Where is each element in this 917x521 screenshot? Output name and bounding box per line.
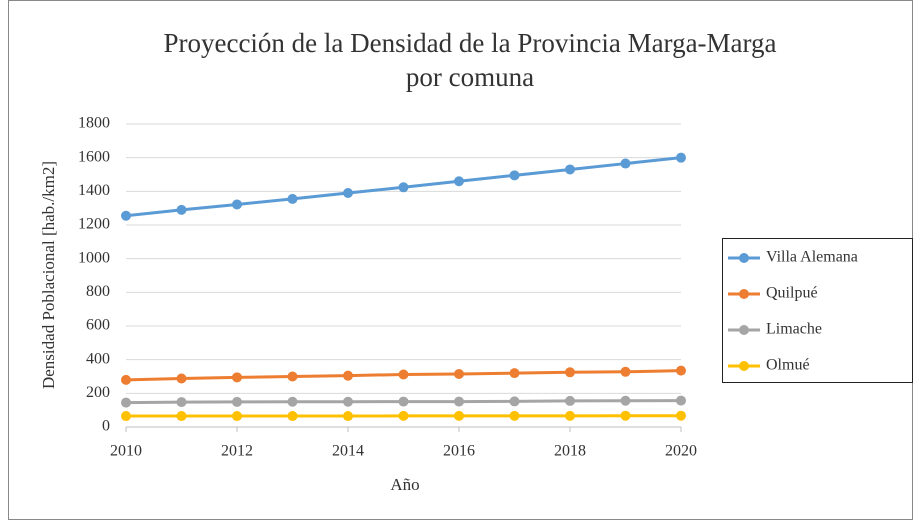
y-tick-label: 0 xyxy=(102,418,110,435)
data-point xyxy=(509,396,520,407)
data-point xyxy=(343,188,353,199)
data-point xyxy=(287,396,298,407)
data-point xyxy=(620,410,631,421)
data-point xyxy=(121,411,131,422)
y-tick-label: 200 xyxy=(86,384,110,401)
legend-marker xyxy=(739,325,749,335)
data-point xyxy=(232,372,242,383)
data-point xyxy=(287,193,298,204)
legend-marker xyxy=(739,289,749,299)
y-tick-label: 400 xyxy=(86,350,110,367)
chart-title: por comuna xyxy=(406,62,534,92)
x-tick-label: 2016 xyxy=(443,443,475,460)
data-point xyxy=(232,411,242,422)
y-tick-label: 800 xyxy=(86,283,110,300)
data-point xyxy=(509,170,520,181)
data-point xyxy=(454,396,464,407)
data-point xyxy=(565,410,575,421)
data-point xyxy=(232,396,242,407)
data-point xyxy=(620,158,631,169)
data-point xyxy=(121,374,131,385)
data-point xyxy=(454,410,464,421)
data-point xyxy=(287,411,298,422)
data-point xyxy=(398,182,409,193)
x-tick-label: 2018 xyxy=(554,443,586,460)
data-point xyxy=(176,411,187,422)
legend-marker xyxy=(739,361,749,371)
y-tick-label: 1000 xyxy=(78,249,110,266)
data-point xyxy=(620,395,631,406)
data-point xyxy=(398,369,409,380)
x-axis-label: Año xyxy=(390,475,419,494)
chart-title: Proyección de la Densidad de la Provinci… xyxy=(163,28,776,58)
x-tick-label: 2014 xyxy=(332,443,364,460)
data-point xyxy=(398,396,409,407)
data-point xyxy=(343,411,353,422)
y-tick-label: 1800 xyxy=(78,115,110,132)
legend-label: Olmué xyxy=(766,357,810,374)
x-tick-label: 2012 xyxy=(221,443,253,460)
data-point xyxy=(398,410,409,421)
y-tick-label: 600 xyxy=(86,317,110,334)
data-point xyxy=(454,368,464,379)
data-point xyxy=(176,373,187,384)
legend-marker xyxy=(739,253,749,263)
data-point xyxy=(287,371,298,382)
x-tick-label: 2010 xyxy=(110,443,142,460)
data-point xyxy=(343,396,353,407)
y-tick-label: 1200 xyxy=(78,216,110,233)
data-point xyxy=(509,368,520,379)
y-tick-label: 1400 xyxy=(78,182,110,199)
data-point xyxy=(676,365,686,376)
data-point xyxy=(176,204,187,215)
data-point xyxy=(176,397,187,408)
legend-label: Quilpué xyxy=(766,285,818,302)
data-point xyxy=(676,152,686,163)
data-point xyxy=(565,164,575,175)
data-point xyxy=(509,410,520,421)
data-point xyxy=(565,395,575,406)
data-point xyxy=(676,410,686,421)
data-point xyxy=(121,210,131,221)
y-tick-label: 1600 xyxy=(78,148,110,165)
data-point xyxy=(232,199,242,210)
legend-label: Limache xyxy=(766,321,822,338)
legend-label: Villa Alemana xyxy=(766,249,858,266)
data-point xyxy=(620,366,631,377)
data-point xyxy=(676,395,686,406)
data-point xyxy=(343,370,353,381)
data-point xyxy=(121,397,131,408)
y-axis-label: Densidad Poblacional [hab./km2] xyxy=(39,161,58,389)
x-tick-label: 2020 xyxy=(665,443,697,460)
data-point xyxy=(454,176,464,187)
data-point xyxy=(565,367,575,378)
legend xyxy=(722,238,913,383)
